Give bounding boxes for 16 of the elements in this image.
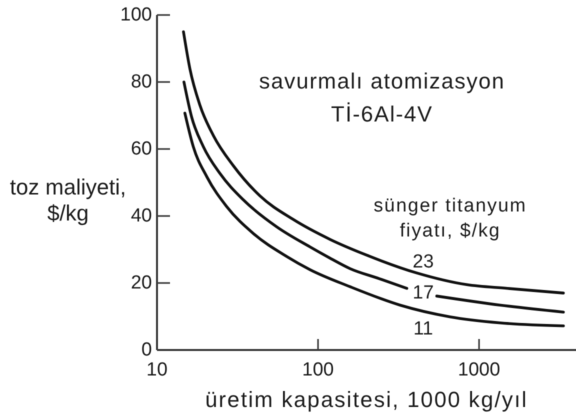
x-axis-title: üretim kapasitesi, 1000 kg/yıl [205, 386, 528, 412]
x-tick-label: 1000 [458, 360, 500, 380]
legend-title: sünger titanyum fiyatı, $/kg [374, 194, 527, 241]
series-label: 11 [413, 318, 434, 340]
x-tick-label: 10 [146, 360, 168, 380]
y-tick-label: 60 [130, 138, 152, 160]
y-tick-label: 80 [130, 72, 152, 92]
y-axis-title: toz maliyeti, $/kg [10, 174, 126, 225]
text: savurmalı atomizasyon Tİ-6Al-4V [259, 68, 505, 126]
y-tick-label: 0 [141, 340, 152, 360]
series-label: 17 [412, 282, 434, 304]
x-tick-label: 100 [302, 360, 334, 380]
series-label: 23 [412, 250, 434, 272]
y-tick-label: 20 [130, 272, 152, 294]
y-tick-label: 100 [120, 4, 152, 26]
y-tick-label: 40 [130, 206, 152, 226]
